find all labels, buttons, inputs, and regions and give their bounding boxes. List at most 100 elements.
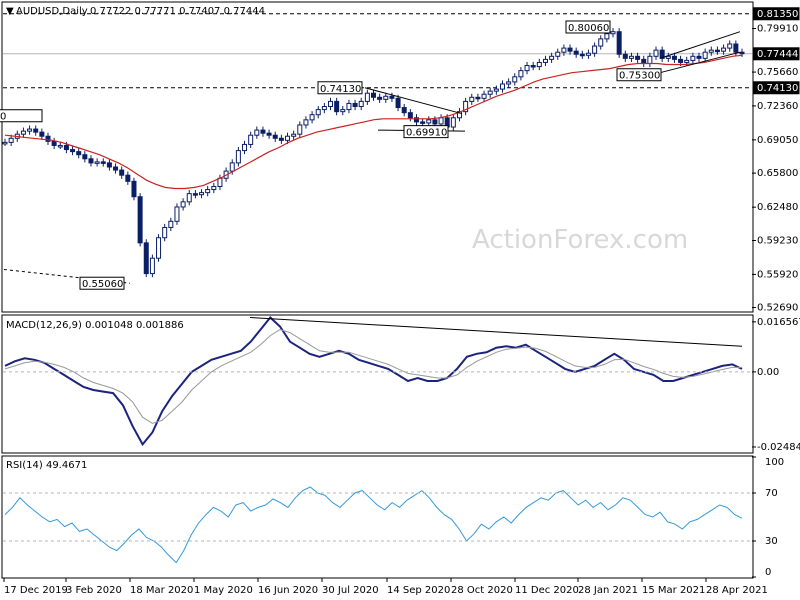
x-tick-label: 15 Mar 2021 <box>642 585 705 596</box>
candle-body <box>266 132 272 136</box>
ohlc-header: 0.77722 0.77771 0.77407 0.77444 <box>90 6 265 17</box>
level-label: 0.81350 <box>757 9 798 20</box>
candle-body <box>524 65 530 72</box>
x-tick-label: 28 Jan 2021 <box>578 585 638 596</box>
candle-body <box>63 144 69 151</box>
candle-body <box>573 50 579 55</box>
price-candles <box>2 28 745 278</box>
candle-body <box>57 144 63 148</box>
candle-body <box>659 49 665 59</box>
candle-body <box>721 47 727 52</box>
candle-body <box>727 43 733 49</box>
x-tick-label: 11 Dec 2020 <box>515 585 579 596</box>
candle-body <box>8 137 14 143</box>
candle-body <box>413 117 419 123</box>
macd-lines <box>4 316 743 447</box>
candle-body <box>622 53 628 59</box>
candle-body <box>352 102 358 108</box>
candle-body <box>131 180 137 198</box>
rsi-line <box>4 486 743 564</box>
candle-body <box>702 51 708 59</box>
x-tick-label: 1 May 2020 <box>194 585 253 596</box>
candle-body <box>487 90 493 95</box>
annotation-0.55060-box <box>79 276 125 290</box>
price-tick-label: 0.72360 <box>757 101 798 112</box>
candle-body <box>463 100 469 113</box>
price-ma <box>4 54 743 190</box>
candle-body <box>690 55 696 61</box>
candle-body <box>248 134 254 145</box>
candle-body <box>628 55 634 59</box>
candle-body <box>604 33 610 40</box>
candle-body <box>530 65 536 68</box>
price-tick-label: 0.75660 <box>757 67 798 78</box>
candle-body <box>205 189 211 194</box>
annotation-0.74130: 0.74130 <box>320 84 361 95</box>
candle-body <box>714 49 720 53</box>
x-tick-label: 16 Jun 2020 <box>258 585 318 596</box>
candle-body <box>278 137 284 141</box>
candle-body <box>211 185 217 191</box>
rsi-lines <box>4 486 743 564</box>
candle-body <box>51 140 57 146</box>
macd-axis: 0.016567 0.00 -0.02484 <box>3 317 800 453</box>
annotation-0.74130-box <box>317 81 363 95</box>
candle-body <box>156 237 162 259</box>
candle-body <box>598 38 604 47</box>
candle-body <box>346 102 352 111</box>
candle-body <box>512 76 518 83</box>
candle-body <box>340 109 346 113</box>
x-tick-label: 30 Jul 2020 <box>322 585 379 596</box>
candle-body <box>199 192 205 196</box>
price-tick-label: 0.65800 <box>757 168 798 179</box>
candle-body <box>733 43 739 53</box>
price-tick-label: 0.79910 <box>757 24 798 35</box>
candle-body <box>647 55 653 64</box>
candle-body <box>420 121 426 124</box>
candle-body <box>481 93 487 99</box>
annotation-0.80060-box <box>565 20 611 34</box>
level-label-box <box>752 7 800 21</box>
annotation-left-edge: 0 <box>0 112 6 123</box>
candle-body <box>100 161 106 164</box>
candle-body <box>696 55 702 59</box>
annotation-0.80060: 0.80060 <box>568 23 609 34</box>
symbol-header: AUDUSD,Daily <box>16 6 88 17</box>
annotation-0.75300: 0.75300 <box>619 71 660 82</box>
channel-upper-line <box>659 31 741 59</box>
candle-body <box>542 58 548 63</box>
annotation-0.55060: 0.55060 <box>82 279 123 290</box>
candle-body <box>518 70 524 78</box>
candle-body <box>149 257 155 275</box>
candle-body <box>168 220 174 228</box>
candle-body <box>229 162 235 172</box>
level-label-box <box>752 81 800 95</box>
candle-body <box>180 201 186 208</box>
rsi-axis: 100 70 30 0 <box>3 456 784 578</box>
candle-body <box>82 154 88 160</box>
annotation-left-edge-box <box>0 109 43 123</box>
candle-body <box>579 53 585 57</box>
candle-body <box>315 109 321 116</box>
candle-body <box>678 58 684 63</box>
candle-body <box>94 161 100 164</box>
moving-average-line <box>4 54 743 190</box>
candle-body <box>125 174 131 182</box>
level-label: 0.74130 <box>757 83 798 94</box>
candle-body <box>192 193 198 196</box>
candle-body <box>653 49 659 57</box>
candle-body <box>20 130 26 135</box>
candle-body <box>475 96 481 100</box>
candle-body <box>401 107 407 114</box>
rsi-tick-label: 70 <box>765 488 778 499</box>
candle-body <box>113 166 119 171</box>
candle-body <box>70 149 76 153</box>
candle-body <box>708 49 714 53</box>
candle-body <box>321 106 327 111</box>
candle-body <box>469 96 475 102</box>
candle-body <box>438 117 444 125</box>
candle-body <box>88 158 94 164</box>
macd-trendline <box>249 317 743 347</box>
x-tick-label: 18 Mar 2020 <box>130 585 193 596</box>
